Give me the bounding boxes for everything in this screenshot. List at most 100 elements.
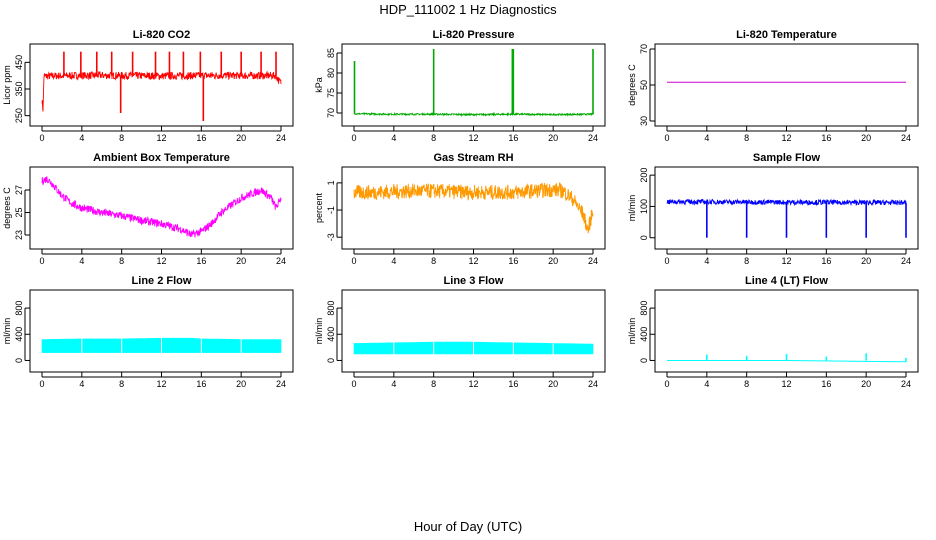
- y-tick-label: 800: [14, 301, 24, 316]
- y-axis-label: ml/min: [2, 318, 12, 345]
- series-line: [667, 360, 907, 363]
- plot-frame: [341, 166, 606, 250]
- panel-3: Li-820 Temperature degrees C 0 4 8 12 16 20 24 30…: [627, 29, 919, 143]
- panel-title: Line 3 Flow: [444, 275, 504, 287]
- panel-title: Li-820 CO2: [133, 29, 190, 41]
- x-tick-label: 16: [196, 379, 206, 389]
- x-tick-label: 4: [704, 379, 709, 389]
- panel-6: Sample Flow ml/min 0 4 8 12 16 20 24 0 100 200: [627, 152, 919, 266]
- x-tick-label: 8: [744, 133, 749, 143]
- x-tick-label: 12: [156, 379, 166, 389]
- x-tick-label: 0: [351, 256, 356, 266]
- x-tick-label: 0: [664, 256, 669, 266]
- y-tick-label: 70: [639, 44, 649, 54]
- y-tick-label: 100: [639, 199, 649, 214]
- y-tick-label: 400: [639, 327, 649, 342]
- plot-frame: [341, 289, 606, 373]
- y-tick-label: 800: [639, 301, 649, 316]
- x-tick-label: 24: [901, 379, 911, 389]
- x-tick-label: 20: [861, 133, 871, 143]
- x-tick-label: 16: [196, 133, 206, 143]
- x-tick-label: 0: [664, 133, 669, 143]
- x-tick-label: 12: [781, 256, 791, 266]
- x-tick-label: 4: [79, 133, 84, 143]
- x-tick-label: 8: [119, 256, 124, 266]
- x-tick-label: 24: [901, 256, 911, 266]
- x-tick-label: 8: [119, 133, 124, 143]
- x-axis-label: Hour of Day (UTC): [414, 519, 522, 534]
- x-tick-label: 4: [79, 379, 84, 389]
- y-tick-label: 25: [14, 207, 24, 217]
- y-tick-label: 27: [14, 185, 24, 195]
- y-tick-label: 0: [14, 358, 24, 363]
- series-line: [41, 176, 282, 238]
- panel-title: Ambient Box Temperature: [93, 152, 230, 164]
- x-tick-label: 20: [861, 256, 871, 266]
- x-tick-label: 0: [39, 379, 44, 389]
- plot-frame: [654, 43, 919, 127]
- y-tick-label: 0: [326, 358, 336, 363]
- x-tick-label: 12: [468, 133, 478, 143]
- y-tick-label: 23: [14, 230, 24, 240]
- x-tick-label: 16: [508, 256, 518, 266]
- y-tick-label: 80: [326, 68, 336, 78]
- x-tick-label: 20: [548, 256, 558, 266]
- x-tick-label: 4: [391, 256, 396, 266]
- y-tick-label: 450: [14, 55, 24, 70]
- x-tick-label: 4: [704, 256, 709, 266]
- x-tick-label: 24: [588, 133, 598, 143]
- y-axis-label: ml/min: [627, 318, 637, 345]
- x-tick-label: 16: [196, 256, 206, 266]
- panel-9: Line 4 (LT) Flow ml/min 0 4 8 12 16 20 24 0 400 800: [627, 275, 919, 389]
- x-tick-label: 0: [39, 133, 44, 143]
- y-tick-label: -3: [326, 233, 336, 241]
- panel-title: Line 4 (LT) Flow: [745, 275, 828, 287]
- x-tick-label: 12: [468, 256, 478, 266]
- x-tick-label: 4: [704, 133, 709, 143]
- panel-4: Ambient Box Temperature degrees C 0 4 8 12 16 2…: [2, 152, 294, 266]
- x-tick-label: 16: [821, 379, 831, 389]
- x-tick-label: 8: [744, 256, 749, 266]
- x-tick-label: 20: [548, 133, 558, 143]
- panel-2: Li-820 Pressure kPa 0 4 8 12 16 20 24 70 75 80 85: [314, 29, 606, 143]
- x-tick-label: 16: [821, 133, 831, 143]
- x-tick-label: 16: [508, 133, 518, 143]
- y-axis-label: percent: [314, 192, 324, 223]
- series-line: [353, 111, 594, 117]
- x-tick-label: 8: [431, 379, 436, 389]
- x-tick-label: 12: [156, 133, 166, 143]
- x-tick-label: 20: [861, 379, 871, 389]
- y-axis-label: degrees C: [2, 187, 12, 229]
- panel-1: Li-820 CO2 Licor ppm 0 4 8 12 16 20 24 250 350 450: [2, 29, 294, 143]
- x-tick-label: 4: [391, 133, 396, 143]
- x-tick-label: 12: [156, 256, 166, 266]
- y-tick-label: 30: [639, 116, 649, 126]
- panel-title: Li-820 Pressure: [433, 29, 515, 41]
- y-tick-label: 85: [326, 48, 336, 58]
- y-tick-label: 400: [326, 327, 336, 342]
- y-tick-label: -1: [326, 206, 336, 214]
- y-tick-label: 70: [326, 108, 336, 118]
- y-tick-label: 800: [326, 301, 336, 316]
- x-tick-label: 24: [901, 133, 911, 143]
- x-tick-label: 20: [236, 256, 246, 266]
- x-tick-label: 20: [236, 133, 246, 143]
- y-tick-label: 0: [639, 358, 649, 363]
- x-tick-label: 24: [588, 256, 598, 266]
- x-tick-label: 0: [664, 379, 669, 389]
- x-tick-label: 8: [431, 133, 436, 143]
- x-tick-label: 4: [391, 379, 396, 389]
- y-tick-label: 350: [14, 81, 24, 96]
- plot-frame: [29, 289, 294, 373]
- y-tick-label: 50: [639, 80, 649, 90]
- x-tick-label: 0: [351, 133, 356, 143]
- y-axis-label: ml/min: [314, 318, 324, 345]
- panel-title: Gas Stream RH: [433, 152, 513, 164]
- y-tick-label: 0: [639, 235, 649, 240]
- y-tick-label: 1: [326, 180, 336, 185]
- y-axis-label: Licor ppm: [2, 65, 12, 105]
- x-tick-label: 12: [781, 133, 791, 143]
- x-tick-label: 4: [79, 256, 84, 266]
- panel-7: Line 2 Flow ml/min 0 4 8 12 16 20 24 0 400 800: [2, 275, 294, 389]
